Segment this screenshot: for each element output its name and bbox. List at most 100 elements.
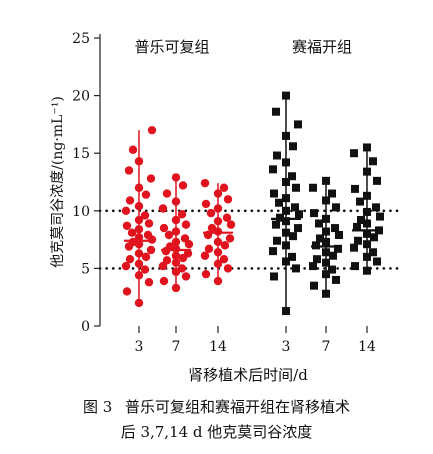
data-point [213,276,223,286]
data-point [363,207,371,216]
data-point [282,194,290,203]
data-point [329,251,337,260]
data-point [206,208,216,218]
data-point [128,145,138,154]
data-point [204,244,214,254]
data-point [201,199,211,209]
data-point [121,261,131,271]
data-point [273,236,281,245]
data-point [322,270,330,279]
data-point [220,241,230,250]
x-tick-label: 3 [135,339,144,355]
data-point [134,249,144,258]
data-point [276,213,284,222]
data-point [122,287,132,296]
data-point [363,229,371,238]
data-point [134,259,144,268]
data-point [213,237,223,247]
data-point [134,271,144,280]
data-point [369,248,377,257]
data-point [181,220,191,229]
data-point [127,228,137,237]
data-point [171,258,181,267]
data-point [134,225,144,234]
data-point [200,251,210,260]
data-point [363,266,371,275]
data-point [315,219,323,228]
x-axis-label: 肾移植术后时间/d [188,366,308,384]
data-point [134,233,144,242]
data-point [171,197,181,206]
data-point [350,149,358,158]
data-point [140,265,150,274]
data-point [288,172,296,181]
y-tick-label: 25 [72,31,90,47]
data-point [164,230,174,240]
data-point [223,264,233,273]
x-tick-label: 14 [358,339,376,355]
data-point [295,210,303,219]
data-point [322,214,330,223]
data-point [322,289,330,298]
figure-caption-line2: 后 3,7,14 d 他克莫司谷浓度 [0,421,433,442]
group-label: 普乐可复组 [134,38,209,56]
data-point [181,272,191,281]
data-point [180,234,190,243]
figure-label: 图 3 [82,398,113,416]
data-point [363,252,371,261]
data-point [207,223,217,233]
data-point [309,262,317,271]
data-point [213,216,223,226]
group-label: 赛福开组 [292,38,352,56]
data-point [144,219,154,228]
data-point [353,222,361,231]
y-tick-label: 10 [72,204,90,220]
data-point [328,189,336,198]
data-point [146,245,156,255]
data-point [292,264,300,273]
data-point [134,298,144,308]
y-tick-label: 5 [81,261,90,277]
data-point [322,176,330,185]
data-point [124,166,134,175]
data-point [322,196,330,205]
data-point [147,125,157,135]
data-point [213,259,223,268]
data-point [159,223,169,233]
data-point [134,201,144,211]
data-point [310,281,318,290]
data-point [219,183,229,192]
data-point [201,269,211,279]
y-tick-label: 20 [72,89,90,105]
data-point [289,232,297,241]
data-point [282,206,290,215]
caption-text-line1: 普乐可复组和赛福开组在肾移植术 [125,398,351,416]
data-point [171,173,181,182]
y-tick-label: 15 [72,146,90,162]
y-axis-label: 他克莫司谷浓度/(ng·mL⁻¹) [50,96,66,268]
data-point [177,210,187,219]
data-point [125,254,135,264]
x-tick-label: 7 [172,339,181,355]
data-point [288,252,296,261]
data-point [282,307,290,316]
data-point [134,157,144,166]
data-point [162,189,172,198]
data-point [291,203,299,212]
data-point [282,178,290,186]
data-point [309,183,317,192]
data-point [121,206,131,215]
data-point [363,240,371,249]
data-point [294,224,302,233]
data-point [363,219,371,228]
data-point [332,275,340,284]
data-point [357,216,365,225]
data-point [226,220,236,229]
data-point [350,243,358,252]
data-point [143,230,153,240]
data-point [225,234,235,243]
data-point [372,203,380,212]
data-point [316,234,324,243]
data-point [294,120,302,129]
data-point [282,217,290,226]
